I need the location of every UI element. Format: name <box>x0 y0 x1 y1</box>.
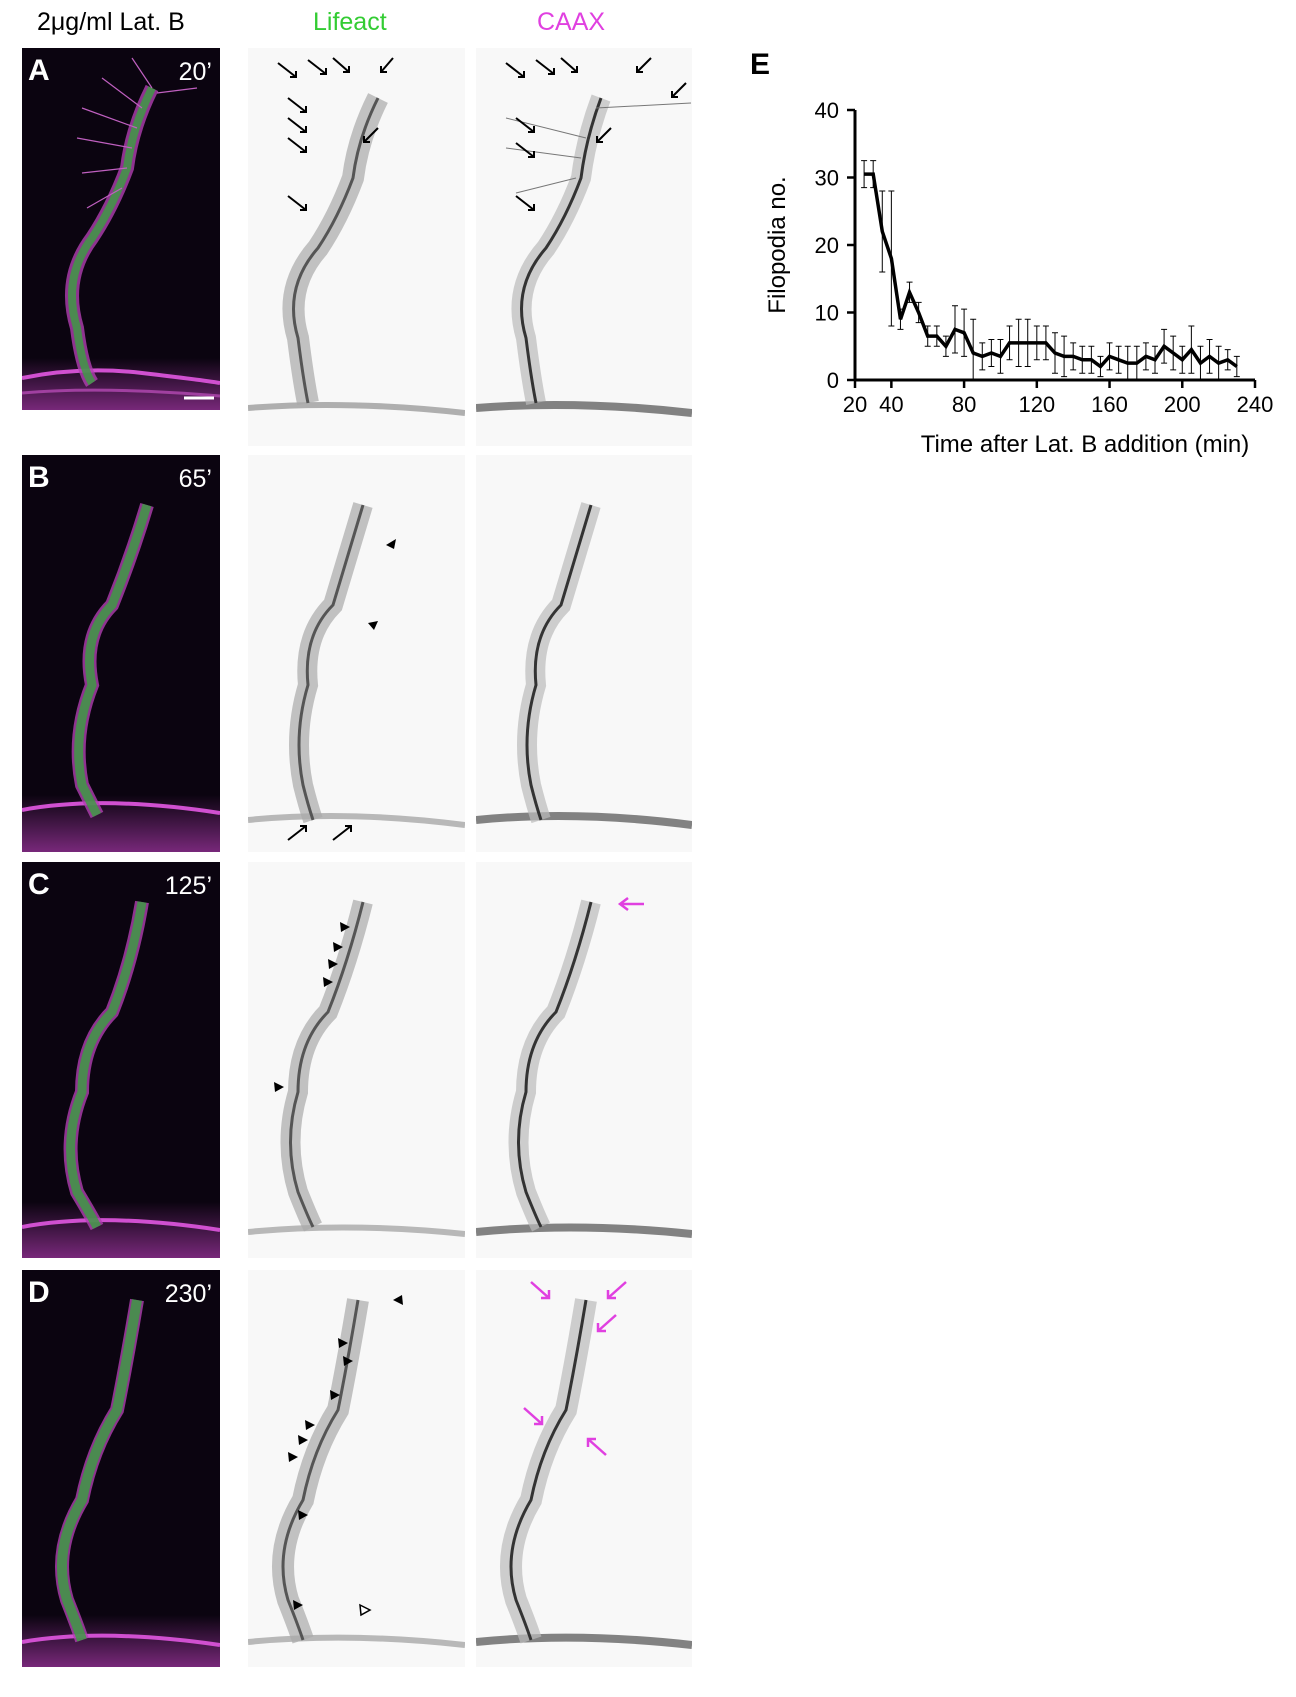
caax-image-d <box>476 1270 692 1667</box>
y-tick-label: 40 <box>815 98 839 123</box>
panel-label-e: E <box>750 48 771 81</box>
lifeact-image-d <box>248 1270 465 1667</box>
x-tick-label: 40 <box>879 392 903 417</box>
x-tick-label: 200 <box>1164 392 1201 417</box>
lifeact-image-a <box>248 48 465 446</box>
merge-image-d: D 230’ <box>22 1270 220 1667</box>
caax-image-a <box>476 48 692 446</box>
y-tick-label: 20 <box>815 233 839 258</box>
x-axis-label: Time after Lat. B addition (min) <box>921 431 1250 458</box>
lifeact-channel-label: Lifeact <box>313 8 387 36</box>
y-tick-label: 30 <box>815 166 839 191</box>
merge-image-b: B 65’ <box>22 455 220 852</box>
time-label-c: 125’ <box>164 872 212 900</box>
time-label-a: 20’ <box>178 58 212 86</box>
y-axis-label: Filopodia no. <box>764 176 791 313</box>
merge-image-c: C 125’ <box>22 862 220 1258</box>
lifeact-image-c <box>248 862 465 1258</box>
x-tick-label: 240 <box>1237 392 1274 417</box>
caax-image-c <box>476 862 692 1258</box>
panel-label-c: C <box>28 868 50 901</box>
treatment-label: 2μg/ml Lat. B <box>37 8 185 36</box>
time-label-b: 65’ <box>178 465 212 493</box>
x-tick-label: 20 <box>843 392 867 417</box>
y-tick-label: 0 <box>827 368 839 393</box>
x-tick-label: 80 <box>952 392 976 417</box>
panel-label-a: A <box>28 54 50 87</box>
x-tick-label: 160 <box>1091 392 1128 417</box>
error-bar <box>861 160 868 189</box>
filopodia-series-line <box>864 172 1238 369</box>
panel-label-b: B <box>28 461 50 494</box>
caax-image-b <box>476 455 692 852</box>
merge-image-a: A 20’ <box>22 48 220 410</box>
x-tick-label: 120 <box>1018 392 1055 417</box>
error-bar <box>1233 355 1240 378</box>
lifeact-image-b <box>248 455 465 852</box>
filopodia-chart: 0 10 20 30 40 20 40 80 120 160 200 240 Filopodia no… <box>740 40 1280 480</box>
time-label-d: 230’ <box>164 1280 212 1308</box>
panel-label-d: D <box>28 1276 50 1309</box>
y-tick-label: 10 <box>815 301 839 326</box>
caax-channel-label: CAAX <box>537 8 606 36</box>
